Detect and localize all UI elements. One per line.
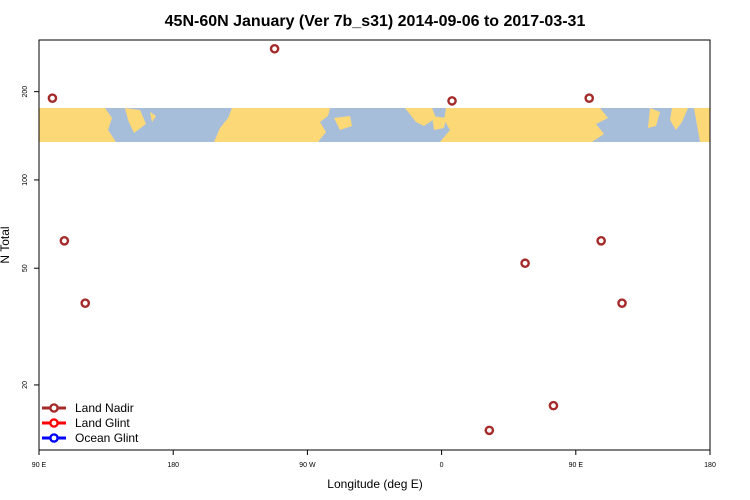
land-shape [214,108,330,142]
plot-frame [38,39,711,451]
land-shape [648,108,660,128]
legend-label: Land Nadir [75,401,134,415]
x-tick-label: 90 E [569,462,584,469]
y-tick-label: 100 [22,174,29,186]
data-point [80,298,91,308]
data-points [47,43,627,436]
map-band [39,108,710,142]
land-shape [694,108,710,142]
y-tick-label: 50 [22,264,29,272]
legend-marker [49,403,59,413]
land-shape [39,108,116,142]
land-shape [670,108,688,130]
x-tick-label: 0 [440,462,444,469]
map-band-land [39,108,710,142]
data-point [617,298,627,308]
y-tick-label: 20 [22,381,29,389]
x-tick-label: 90 W [299,462,316,469]
legend-label: Ocean Glint [75,431,139,445]
legend-label: Land Glint [75,416,130,430]
data-point [484,425,495,436]
land-shape [334,116,352,130]
y-tick-label: 200 [22,86,29,98]
data-point [596,236,606,246]
land-shape [150,112,156,122]
data-point [59,236,70,246]
data-point [520,258,530,269]
legend-marker [49,433,59,443]
land-shape [405,108,436,126]
data-point [584,93,595,103]
x-tick-label: 90 E [32,462,47,469]
chart-title: 45N-60N January (Ver 7b_s31) 2014-09-06 … [165,13,586,30]
land-shape [125,108,146,133]
y-axis-label: N Total [0,226,12,263]
data-point [47,93,58,103]
x-tick-label: 180 [167,462,179,469]
x-tick-label: 180 [704,462,716,469]
legend-marker [49,418,59,428]
x-axis-label: Longitude (deg E) [327,477,422,491]
x-axis: 90 E 180 90 W 0 90 E 180 [32,450,716,469]
data-point [548,400,559,411]
land-shape [432,116,446,130]
y-axis: 20 50 100 200 [22,86,39,389]
data-point [269,43,280,54]
data-point [447,96,457,106]
land-shape [440,108,608,142]
